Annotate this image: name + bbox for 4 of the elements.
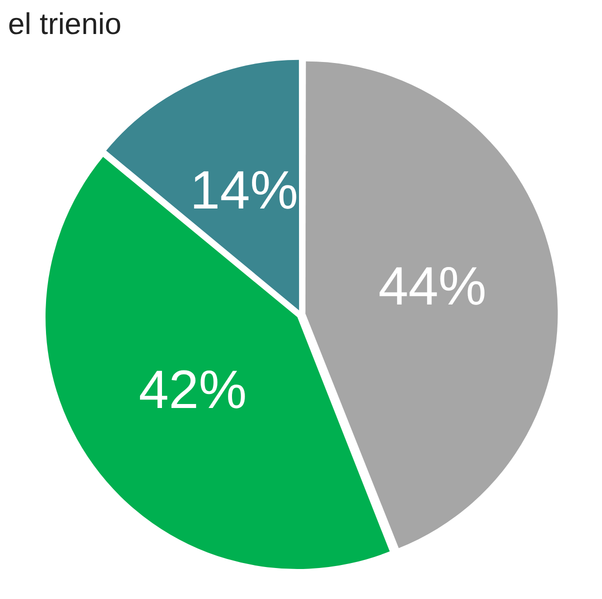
data-label: 44%: [378, 256, 486, 316]
data-label: 42%: [138, 360, 247, 420]
data-label: 14%: [190, 160, 298, 220]
chart-title: el trienio: [8, 8, 122, 42]
